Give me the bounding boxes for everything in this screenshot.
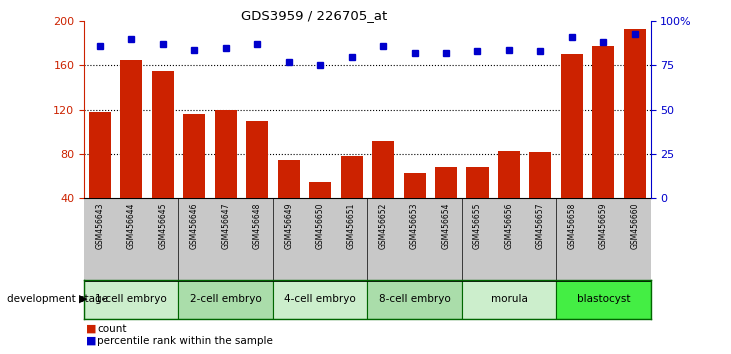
- Bar: [462, 280, 556, 319]
- Bar: [556, 280, 651, 319]
- Bar: [178, 280, 273, 319]
- Text: GSM456652: GSM456652: [379, 202, 387, 249]
- Bar: [309, 182, 331, 242]
- Bar: [215, 110, 237, 242]
- Bar: [592, 46, 614, 242]
- Bar: [152, 71, 174, 242]
- Text: GSM456651: GSM456651: [347, 202, 356, 249]
- Bar: [372, 141, 394, 242]
- Bar: [246, 121, 268, 242]
- Text: GSM456659: GSM456659: [599, 202, 608, 249]
- Text: blastocyst: blastocyst: [577, 294, 630, 304]
- Bar: [561, 55, 583, 242]
- Bar: [368, 280, 462, 319]
- Text: GSM456650: GSM456650: [316, 202, 325, 249]
- Bar: [466, 167, 488, 242]
- Text: 1-cell embryo: 1-cell embryo: [96, 294, 167, 304]
- Bar: [273, 280, 368, 319]
- Bar: [435, 167, 457, 242]
- Text: GSM456647: GSM456647: [221, 202, 230, 249]
- Text: ■: ■: [86, 336, 96, 346]
- Text: GSM456654: GSM456654: [442, 202, 450, 249]
- Text: ▶: ▶: [79, 294, 88, 304]
- Text: 2-cell embryo: 2-cell embryo: [190, 294, 262, 304]
- Text: morula: morula: [491, 294, 527, 304]
- Text: development stage: development stage: [7, 294, 108, 304]
- Text: percentile rank within the sample: percentile rank within the sample: [97, 336, 273, 346]
- Text: GSM456657: GSM456657: [536, 202, 545, 249]
- Text: GSM456646: GSM456646: [190, 202, 199, 249]
- Bar: [183, 114, 205, 242]
- Bar: [529, 152, 551, 242]
- Bar: [341, 156, 363, 242]
- Text: count: count: [97, 324, 126, 333]
- Bar: [498, 151, 520, 242]
- Bar: [84, 280, 178, 319]
- Bar: [88, 112, 111, 242]
- Text: GSM456643: GSM456643: [95, 202, 105, 249]
- Text: GSM456645: GSM456645: [158, 202, 167, 249]
- Text: GDS3959 / 226705_at: GDS3959 / 226705_at: [241, 9, 387, 22]
- Text: GSM456653: GSM456653: [410, 202, 419, 249]
- Text: 8-cell embryo: 8-cell embryo: [379, 294, 450, 304]
- Text: GSM456658: GSM456658: [567, 202, 577, 249]
- Text: GSM456660: GSM456660: [630, 202, 640, 249]
- Bar: [121, 60, 143, 242]
- Text: GSM456656: GSM456656: [504, 202, 513, 249]
- Text: GSM456644: GSM456644: [126, 202, 136, 249]
- Text: GSM456648: GSM456648: [253, 202, 262, 249]
- Text: ■: ■: [86, 324, 96, 333]
- Text: 4-cell embryo: 4-cell embryo: [284, 294, 356, 304]
- Text: GSM456649: GSM456649: [284, 202, 293, 249]
- Bar: [278, 160, 300, 242]
- Text: GSM456655: GSM456655: [473, 202, 482, 249]
- Bar: [404, 173, 425, 242]
- Bar: [624, 29, 646, 242]
